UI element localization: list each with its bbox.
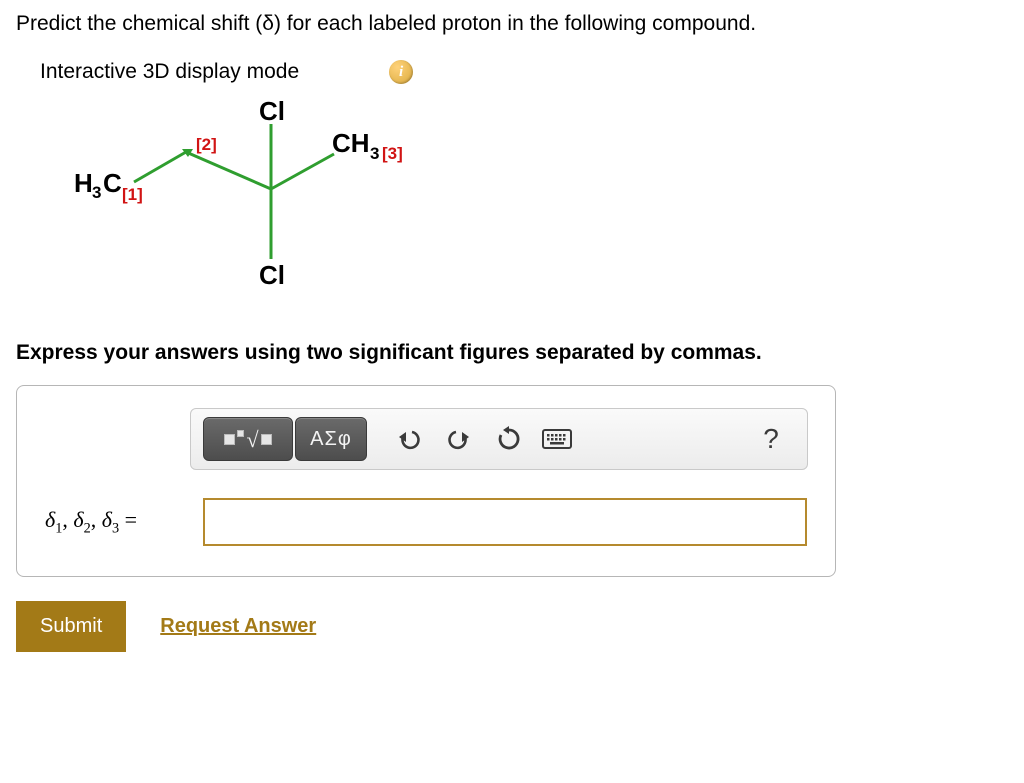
answer-panel: √ ΑΣφ ? δ1, δ2, δ3 = xyxy=(16,385,836,577)
molecule-diagram[interactable]: H 3 C [1] [2] Cl Cl CH 3 [3] xyxy=(56,94,436,304)
actions-row: Submit Request Answer xyxy=(16,601,1008,652)
display-mode-row: Interactive 3D display mode i xyxy=(40,60,1008,84)
svg-text:CH: CH xyxy=(332,128,370,158)
cl-bottom: Cl xyxy=(259,260,285,290)
cl-top: Cl xyxy=(259,96,285,126)
keyboard-icon xyxy=(542,429,572,449)
svg-text:3: 3 xyxy=(370,144,379,163)
label-1: [1] xyxy=(122,185,143,204)
request-answer-link[interactable]: Request Answer xyxy=(160,615,316,638)
label-3: [3] xyxy=(382,144,403,163)
reset-button[interactable] xyxy=(485,417,533,461)
answer-label: δ1, δ2, δ3 = xyxy=(45,507,203,537)
question-text: Predict the chemical shift (δ) for each … xyxy=(16,12,1008,36)
redo-button[interactable] xyxy=(435,417,483,461)
keyboard-button[interactable] xyxy=(535,417,579,461)
bonds xyxy=(134,124,334,259)
equation-toolbar: √ ΑΣφ ? xyxy=(190,408,808,470)
undo-icon xyxy=(396,428,422,450)
svg-text:H: H xyxy=(74,168,93,198)
help-icon: ? xyxy=(763,423,779,455)
label-2: [2] xyxy=(196,135,217,154)
submit-button[interactable]: Submit xyxy=(16,601,126,652)
display-mode-label: Interactive 3D display mode xyxy=(40,60,299,84)
reset-icon xyxy=(496,426,522,452)
atom-labels: H 3 C [1] [2] Cl Cl CH 3 [3] xyxy=(74,96,403,290)
info-icon[interactable]: i xyxy=(389,60,413,84)
svg-text:3: 3 xyxy=(92,183,101,202)
instruction-text: Express your answers using two significa… xyxy=(16,341,1008,365)
templates-icon: √ xyxy=(224,426,271,452)
redo-icon xyxy=(446,428,472,450)
answer-row: δ1, δ2, δ3 = xyxy=(45,498,807,546)
svg-text:C: C xyxy=(103,168,122,198)
help-button[interactable]: ? xyxy=(747,417,795,461)
undo-button[interactable] xyxy=(385,417,433,461)
greek-button[interactable]: ΑΣφ xyxy=(295,417,367,461)
answer-input[interactable] xyxy=(203,498,807,546)
templates-button[interactable]: √ xyxy=(203,417,293,461)
